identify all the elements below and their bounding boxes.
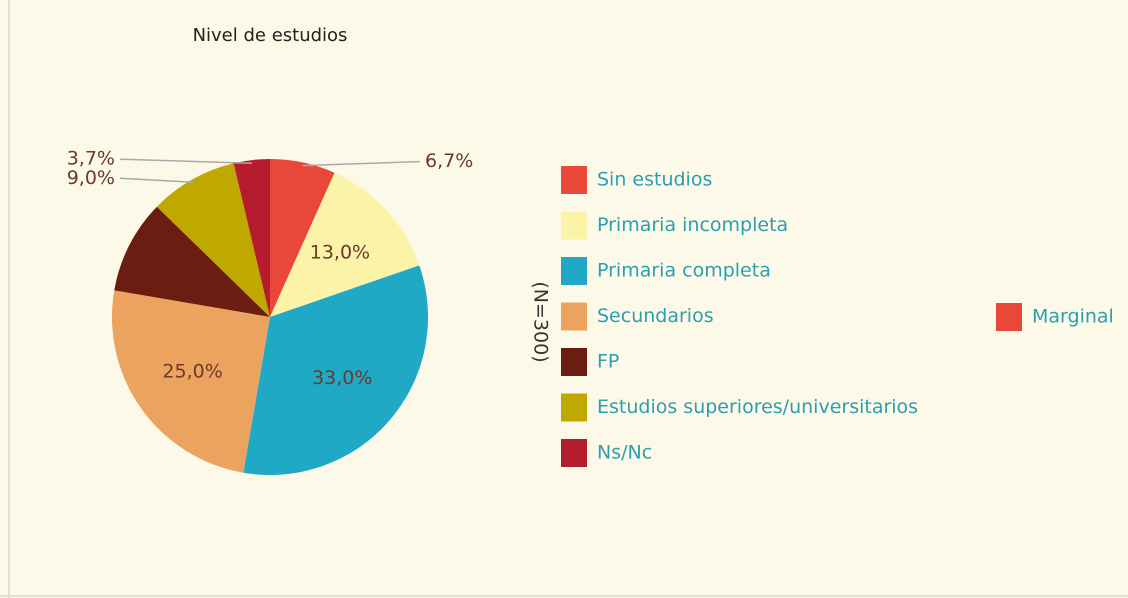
legend-swatch <box>561 257 587 285</box>
legend-label: Secundarios <box>597 305 714 327</box>
legend-swatch <box>561 166 587 194</box>
legend-label: FP <box>597 351 619 373</box>
data-label: 6,7% <box>425 150 473 172</box>
legend-swatch <box>561 439 587 467</box>
pie-slice <box>270 172 420 317</box>
data-label: 3,7% <box>67 148 115 170</box>
legend-label: Primaria completa <box>597 260 771 282</box>
data-label: 13,0% <box>310 241 370 263</box>
legend-swatch <box>561 393 587 422</box>
pie-slice <box>233 159 270 317</box>
side-label: (N=300) <box>530 281 552 362</box>
data-label: 25,0% <box>162 360 222 382</box>
legend-label: Primaria incompleta <box>597 214 788 236</box>
pie-slice <box>156 163 270 317</box>
legend-label: Estudios superiores/universitarios <box>597 396 918 418</box>
pie-slice <box>114 206 270 317</box>
legend-label: Sin estudios <box>597 169 712 191</box>
leader-line <box>302 160 421 167</box>
pie-slice <box>243 265 428 475</box>
leader-line <box>119 177 194 184</box>
legend-label: Ns/Nc <box>597 442 652 464</box>
legend-swatch <box>996 303 1022 331</box>
legend-swatch <box>561 211 587 240</box>
legend-label: Marginal <box>1032 306 1114 328</box>
data-label: 9,0% <box>67 167 115 189</box>
legend-swatch <box>561 302 587 331</box>
legend-swatch <box>561 348 587 376</box>
pie-slice <box>270 159 335 317</box>
data-label: 33,0% <box>312 367 372 389</box>
pie-slice <box>111 290 270 473</box>
leader-line <box>119 158 253 164</box>
chart-title: Nivel de estudios <box>193 25 348 46</box>
